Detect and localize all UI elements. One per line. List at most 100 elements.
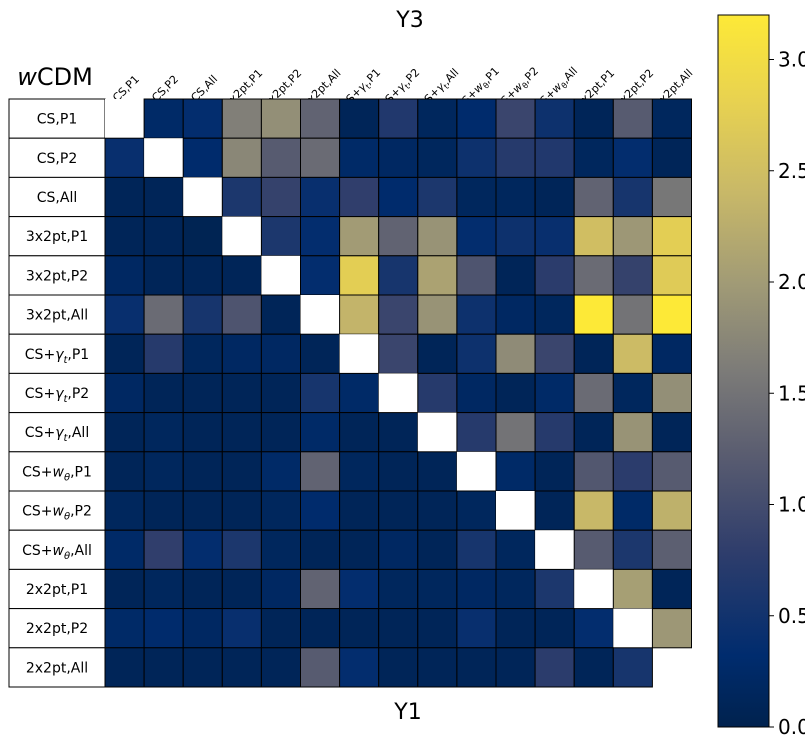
heatmap-cell [260,568,301,610]
heatmap-cell [143,255,184,296]
heatmap-cell [573,137,614,178]
heatmap-cell [612,216,653,257]
heatmap-cell [260,529,301,570]
heatmap-cell [104,216,145,257]
heatmap-cell [534,451,575,492]
heatmap-cell [612,137,653,178]
title-top: Y3 [395,8,423,33]
heatmap-cell [104,294,145,335]
heatmap-cell [339,647,380,688]
heatmap-cell [260,412,301,453]
heatmap-cell [417,333,458,374]
heatmap-cell [456,333,497,374]
heatmap-cell [417,490,458,531]
heatmap-cell [182,255,223,296]
heatmap-cell-diagonal [183,177,223,217]
heatmap-cell [143,451,184,492]
heatmap-cell [260,176,301,218]
heatmap-cell [378,98,419,139]
heatmap-cell [378,568,419,610]
heatmap-cell-diagonal [456,451,496,491]
heatmap-cell-diagonal [144,138,184,178]
heatmap-cell [651,608,693,649]
heatmap-cell [573,255,614,296]
heatmap-cell [534,294,575,335]
heatmap-cell [417,176,458,218]
heatmap-cell [221,608,262,649]
heatmap-cell [573,294,614,335]
heatmap-cell [378,176,419,218]
colorbar-ticks: 0.0 0.5 1.0 1.5 2.0 2.5 3.0 [769,48,805,739]
heatmap-cell [456,568,497,610]
heatmap-cell [221,568,262,610]
row-label: 2x2pt,P1 [26,582,88,598]
heatmap-cell [378,529,419,570]
heatmap-cell [378,137,419,178]
heatmap-cell-diagonal [613,608,653,648]
heatmap-cell [534,412,575,453]
heatmap-cell [495,333,536,374]
heatmap-cell [456,98,497,139]
heatmap-cell [221,255,262,296]
row-label: 3x2pt,All [26,308,88,324]
heatmap-cell [378,647,419,688]
row-label: CS+wθ,All [22,543,92,562]
heatmap-cell [651,98,693,139]
heatmap-cell [221,176,262,218]
row-label: CS+γt,P2 [25,386,89,405]
row-label: 2x2pt,P2 [26,621,88,637]
heatmap-cell [534,647,575,688]
heatmap-cell [300,412,341,453]
colorbar-tick-label: 0.0 [778,715,805,739]
heatmap-cell [417,529,458,570]
heatmap-cell [260,98,301,139]
heatmap-cell-diagonal [105,99,145,139]
heatmap-cell [339,176,380,218]
heatmap-cell [573,529,614,570]
heatmap-cell [221,647,262,688]
heatmap-cell [143,372,184,414]
heatmap-cell [573,98,614,139]
heatmap-cell [612,176,653,218]
heatmap-cell [221,333,262,374]
heatmap-cell [417,372,458,414]
heatmap-cell [573,372,614,414]
heatmap-cell [651,294,693,335]
heatmap-cell [417,451,458,492]
heatmap-cell [182,216,223,257]
heatmap-cell [612,98,653,139]
heatmap-cell [260,137,301,178]
heatmap-cell [221,412,262,453]
heatmap-cell [104,137,145,178]
heatmap-cell [417,647,458,688]
heatmap-cell [143,529,184,570]
heatmap-cell [300,372,341,414]
heatmap-cell [612,255,653,296]
colorbar [717,14,770,728]
row-labels: CS,P1 CS,P2 CS,All 3x2pt,P1 3x2pt,P2 3x2pt,Al… [8,98,106,688]
heatmap-cell [573,216,614,257]
heatmap-cell [456,608,497,649]
heatmap-cell [300,216,341,257]
heatmap-cell [221,137,262,178]
row-label-box [8,176,106,218]
heatmap-cell [300,451,341,492]
heatmap-cell [534,333,575,374]
heatmap-cell [456,529,497,570]
heatmap-cell [495,255,536,296]
colorbar-tick-label: 1.5 [778,381,805,405]
heatmap-cell [612,294,653,335]
heatmap-cell [300,647,341,688]
heatmap-cell [495,98,536,139]
heatmap-cell [612,333,653,374]
heatmap-cell [378,294,419,335]
heatmap-cell [495,608,536,649]
heatmap-cell [300,255,341,296]
heatmap-cell [260,333,301,374]
heatmap-cell [104,529,145,570]
heatmap-cell [260,451,301,492]
heatmap-cell [612,490,653,531]
heatmap-cell [378,490,419,531]
heatmap-cell [612,568,653,610]
heatmap-cell [143,608,184,649]
